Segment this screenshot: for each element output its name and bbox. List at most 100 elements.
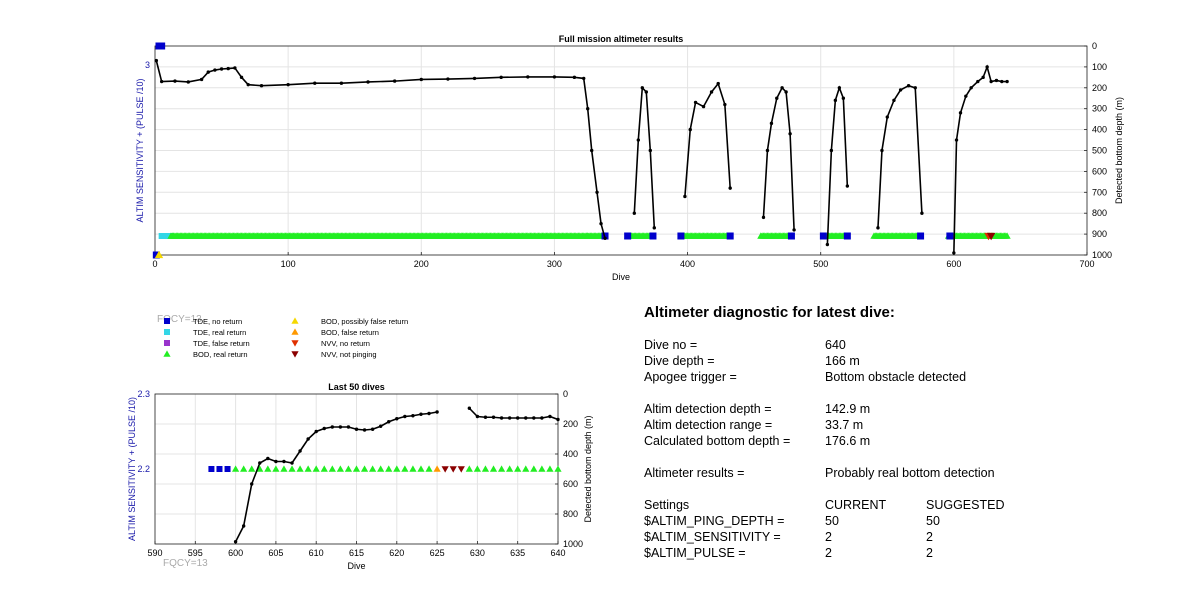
- depth-point: [446, 77, 450, 81]
- legend-label: BOD, real return: [193, 350, 248, 359]
- depth-series-line: [155, 60, 606, 239]
- depth-point: [841, 96, 846, 100]
- setting-name: $ALTIM_SENSITIVITY =: [644, 530, 781, 544]
- depth-point: [723, 102, 727, 107]
- depth-point: [524, 416, 528, 420]
- x-axis-label: Dive: [347, 561, 365, 571]
- x-tick-label: 625: [430, 548, 445, 558]
- status-marker: [726, 232, 734, 240]
- legend-marker: [164, 340, 170, 346]
- depth-point: [765, 148, 770, 153]
- depth-series-line: [468, 407, 559, 421]
- depth-point: [226, 66, 230, 71]
- x-tick-label: 0: [152, 259, 157, 269]
- depth-point: [885, 115, 889, 119]
- fqcy-label: FQCY=13: [163, 558, 208, 569]
- x-tick-label: 600: [946, 259, 961, 269]
- left-axis-label: ALTIM SENSITIVITY + (PULSE /10): [135, 79, 145, 223]
- status-marker: [377, 465, 385, 472]
- depth-point: [241, 524, 246, 528]
- x-tick-label: 610: [309, 548, 324, 558]
- depth-point: [582, 76, 586, 81]
- setting-current: 2: [825, 530, 832, 544]
- altim-range-value: 33.7 m: [825, 418, 864, 432]
- right-tick-label: 400: [1092, 125, 1107, 135]
- depth-point: [709, 90, 714, 94]
- status-marker: [158, 42, 166, 50]
- depth-point: [784, 90, 788, 94]
- status-marker: [216, 466, 223, 472]
- depth-point: [716, 81, 720, 86]
- right-tick-label: 1000: [1092, 250, 1112, 260]
- depth-point: [599, 221, 603, 226]
- calc-depth-label: Calculated bottom depth =: [644, 434, 791, 448]
- status-marker: [248, 465, 256, 472]
- legend-marker: [291, 317, 299, 324]
- depth-point: [173, 79, 177, 83]
- depth-point: [586, 107, 590, 111]
- status-marker: [538, 465, 546, 472]
- apogee-trigger-value: Bottom obstacle detected: [825, 370, 967, 384]
- depth-point: [387, 420, 391, 424]
- x-tick-label: 595: [188, 548, 203, 558]
- depth-series-line: [633, 85, 656, 228]
- legend-label: BOD, possibly false return: [321, 317, 408, 326]
- depth-point: [290, 461, 294, 465]
- status-marker: [449, 466, 457, 473]
- x-tick-label: 200: [414, 259, 429, 269]
- right-tick-label: 600: [563, 479, 578, 489]
- dive-depth-value: 166 m: [825, 354, 860, 368]
- right-tick-label: 300: [1092, 104, 1107, 114]
- depth-point: [233, 540, 238, 544]
- status-marker: [208, 466, 215, 472]
- setting-suggested: 2: [926, 546, 933, 560]
- status-marker: [409, 465, 417, 472]
- depth-point: [976, 79, 980, 84]
- depth-point: [419, 77, 423, 82]
- right-tick-label: 200: [563, 419, 578, 429]
- depth-point: [258, 461, 262, 465]
- depth-point: [954, 138, 959, 142]
- status-marker: [344, 465, 353, 472]
- depth-point: [981, 75, 985, 80]
- status-marker: [256, 465, 264, 472]
- status-marker: [624, 232, 632, 240]
- status-marker: [554, 465, 562, 472]
- x-tick-label: 700: [1079, 259, 1094, 269]
- status-marker: [264, 465, 272, 472]
- depth-point: [526, 75, 530, 79]
- depth-point: [761, 215, 766, 220]
- right-tick-label: 0: [1092, 41, 1097, 51]
- depth-point: [769, 121, 774, 126]
- depth-point: [985, 65, 989, 69]
- status-marker: [917, 232, 925, 240]
- setting-name: $ALTIM_PING_DEPTH =: [644, 514, 785, 528]
- depth-point: [330, 425, 335, 429]
- altim-range-label: Altim detection range =: [644, 418, 773, 432]
- right-tick-label: 900: [1092, 229, 1107, 239]
- depth-point: [314, 429, 318, 434]
- depth-point: [322, 426, 326, 431]
- legend-marker: [164, 329, 170, 335]
- status-marker: [272, 465, 280, 472]
- status-marker: [304, 465, 312, 472]
- depth-point: [788, 132, 792, 136]
- depth-point: [362, 428, 367, 432]
- depth-point: [282, 459, 286, 464]
- depth-point: [532, 416, 536, 420]
- legend-label: NVV, not pinging: [321, 350, 377, 359]
- status-marker: [352, 465, 361, 472]
- depth-point: [427, 411, 431, 416]
- status-marker: [473, 465, 481, 472]
- status-marker: [312, 465, 320, 472]
- depth-point: [1000, 79, 1004, 84]
- right-axis-label: Detected bottom depth (m): [583, 415, 593, 522]
- depth-point: [213, 68, 217, 72]
- depth-point: [516, 416, 520, 420]
- x-tick-label: 640: [550, 548, 565, 558]
- legend: TDE, no return TDE, real return TDE, false…: [163, 317, 408, 359]
- suggested-header: SUGGESTED: [926, 498, 1005, 512]
- depth-point: [395, 417, 399, 421]
- status-marker: [369, 465, 377, 472]
- diagnostic-title: Altimeter diagnostic for latest dive:: [644, 304, 895, 321]
